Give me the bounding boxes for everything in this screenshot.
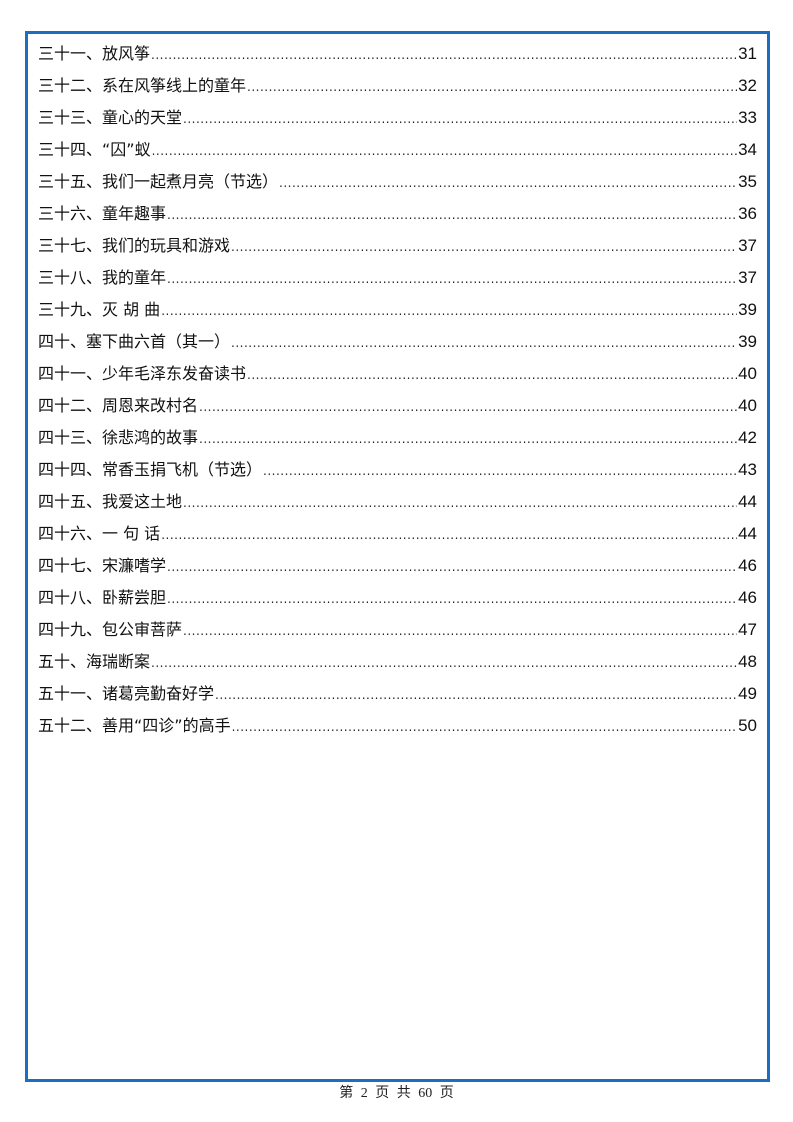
dot-leader — [279, 169, 737, 197]
dot-leader — [151, 41, 737, 69]
toc-entry[interactable]: 五十一、诸葛亮勤奋好学 49 — [38, 680, 757, 712]
dot-leader — [199, 425, 737, 453]
toc-entry[interactable]: 三十五、我们一起煮月亮（节选） 35 — [38, 168, 757, 200]
toc-entry[interactable]: 三十九、灭 胡 曲 39 — [38, 296, 757, 328]
toc-entry-page: 35 — [738, 172, 757, 191]
dot-leader — [247, 73, 737, 101]
toc-entry-page: 37 — [738, 268, 757, 287]
toc-entry-title: 四十四、常香玉捐飞机（节选） — [38, 460, 263, 479]
toc-entry-page: 40 — [738, 396, 757, 415]
toc-entry[interactable]: 四十二、周恩来改村名 40 — [38, 392, 757, 424]
toc-entry-page: 36 — [738, 204, 757, 223]
page-border — [25, 31, 770, 1082]
dot-leader — [231, 329, 737, 357]
toc-entry[interactable]: 四十八、卧薪尝胆 46 — [38, 584, 757, 616]
dot-leader — [167, 265, 737, 293]
dot-leader — [167, 553, 737, 581]
toc-entry-title: 三十三、童心的天堂 — [38, 108, 183, 127]
toc-entry-title: 四十、塞下曲六首（其一） — [38, 332, 231, 351]
toc-entry[interactable]: 四十九、包公审菩萨 47 — [38, 616, 757, 648]
toc-entry-page: 31 — [738, 44, 757, 63]
toc-entry-title: 三十五、我们一起煮月亮（节选） — [38, 172, 279, 191]
toc-entry-page: 46 — [738, 588, 757, 607]
toc-entry[interactable]: 三十一、放风筝 31 — [38, 40, 757, 72]
toc-entry-title: 三十七、我们的玩具和游戏 — [38, 236, 231, 255]
toc-entry[interactable]: 四十六、一 句 话 44 — [38, 520, 757, 552]
dot-leader — [161, 297, 737, 325]
toc-entry[interactable]: 三十三、童心的天堂 33 — [38, 104, 757, 136]
dot-leader — [199, 393, 737, 421]
toc-entry-page: 47 — [738, 620, 757, 639]
toc-entry-page: 50 — [738, 716, 757, 735]
toc-entry-title: 四十八、卧薪尝胆 — [38, 588, 167, 607]
toc-entry-title: 三十六、童年趣事 — [38, 204, 167, 223]
toc-entry-page: 33 — [738, 108, 757, 127]
toc-entry-title: 四十九、包公审菩萨 — [38, 620, 183, 639]
toc-entry-title: 五十、海瑞断案 — [38, 652, 151, 671]
toc-entry-title: 三十四、“囚”蚁 — [38, 140, 151, 159]
toc-entry-page: 44 — [738, 492, 757, 511]
dot-leader — [231, 233, 737, 261]
page-footer: 第 2 页 共 60 页 — [339, 1086, 454, 1101]
toc-entry-page: 43 — [738, 460, 757, 479]
dot-leader — [247, 361, 737, 389]
dot-leader — [232, 713, 737, 741]
toc-entry[interactable]: 四十七、宋濂嗜学 46 — [38, 552, 757, 584]
toc-entry[interactable]: 四十一、少年毛泽东发奋读书 40 — [38, 360, 757, 392]
toc-entry-page: 49 — [738, 684, 757, 703]
table-of-contents: 三十一、放风筝 31 三十二、系在风筝线上的童年 32 三十三、童心的天堂 33 三十四、“… — [38, 40, 757, 744]
dot-leader — [152, 137, 737, 165]
dot-leader — [167, 201, 737, 229]
toc-entry-title: 五十二、善用“四诊”的高手 — [38, 716, 231, 735]
toc-entry-title: 四十六、一 句 话 — [38, 524, 161, 543]
toc-entry[interactable]: 四十五、我爱这土地 44 — [38, 488, 757, 520]
toc-entry[interactable]: 三十七、我们的玩具和游戏 37 — [38, 232, 757, 264]
toc-entry-page: 46 — [738, 556, 757, 575]
dot-leader — [183, 105, 737, 133]
toc-entry-title: 五十一、诸葛亮勤奋好学 — [38, 684, 215, 703]
dot-leader — [215, 681, 737, 709]
toc-entry[interactable]: 五十、海瑞断案 48 — [38, 648, 757, 680]
dot-leader — [263, 457, 737, 485]
toc-entry-page: 40 — [738, 364, 757, 383]
toc-entry-page: 48 — [738, 652, 757, 671]
toc-entry[interactable]: 三十二、系在风筝线上的童年 32 — [38, 72, 757, 104]
toc-entry-title: 四十五、我爱这土地 — [38, 492, 183, 511]
toc-entry[interactable]: 三十八、我的童年 37 — [38, 264, 757, 296]
toc-entry-page: 42 — [738, 428, 757, 447]
toc-entry[interactable]: 三十四、“囚”蚁 34 — [38, 136, 757, 168]
toc-entry-page: 39 — [738, 332, 757, 351]
toc-entry-page: 32 — [738, 76, 757, 95]
dot-leader — [167, 585, 737, 613]
toc-entry-title: 四十二、周恩来改村名 — [38, 396, 199, 415]
toc-entry-page: 37 — [738, 236, 757, 255]
toc-entry[interactable]: 四十、塞下曲六首（其一） 39 — [38, 328, 757, 360]
toc-entry-page: 44 — [738, 524, 757, 543]
dot-leader — [183, 489, 737, 517]
toc-entry[interactable]: 四十四、常香玉捐飞机（节选） 43 — [38, 456, 757, 488]
toc-entry-title: 三十八、我的童年 — [38, 268, 167, 287]
toc-entry[interactable]: 四十三、徐悲鸿的故事 42 — [38, 424, 757, 456]
toc-entry-page: 39 — [738, 300, 757, 319]
toc-entry-title: 四十一、少年毛泽东发奋读书 — [38, 364, 247, 383]
toc-entry-title: 三十二、系在风筝线上的童年 — [38, 76, 247, 95]
toc-entry-title: 四十七、宋濂嗜学 — [38, 556, 167, 575]
toc-entry[interactable]: 五十二、善用“四诊”的高手 50 — [38, 712, 757, 744]
dot-leader — [151, 649, 737, 677]
toc-entry[interactable]: 三十六、童年趣事 36 — [38, 200, 757, 232]
toc-entry-title: 四十三、徐悲鸿的故事 — [38, 428, 199, 447]
toc-entry-title: 三十九、灭 胡 曲 — [38, 300, 161, 319]
toc-entry-title: 三十一、放风筝 — [38, 44, 151, 63]
dot-leader — [161, 521, 737, 549]
toc-entry-page: 34 — [738, 140, 757, 159]
dot-leader — [183, 617, 737, 645]
